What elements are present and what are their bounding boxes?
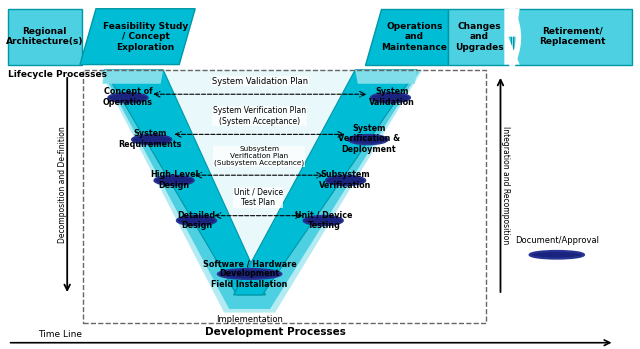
Polygon shape — [104, 70, 266, 295]
Text: System Verification Plan
(System Acceptance): System Verification Plan (System Accepta… — [213, 106, 306, 126]
Polygon shape — [99, 70, 275, 312]
Text: Subsystem
Verification Plan
(Subsystem Acceptance): Subsystem Verification Plan (Subsystem A… — [214, 146, 304, 166]
Text: Development Processes: Development Processes — [205, 327, 346, 337]
Ellipse shape — [348, 135, 388, 144]
Text: System
Verification &
Deployment: System Verification & Deployment — [337, 124, 400, 154]
Text: Unit / Device
Testing: Unit / Device Testing — [295, 211, 353, 230]
Polygon shape — [504, 9, 520, 65]
Text: Lifecycle Processes: Lifecycle Processes — [8, 70, 107, 79]
Text: Software / Hardware
Development
Field Installation: Software / Hardware Development Field In… — [203, 259, 296, 289]
Ellipse shape — [218, 269, 282, 279]
Text: Integration and Recomposition: Integration and Recomposition — [501, 126, 510, 244]
Polygon shape — [163, 70, 355, 293]
Text: Document/Approval: Document/Approval — [515, 236, 599, 245]
Polygon shape — [448, 9, 511, 65]
Ellipse shape — [371, 93, 410, 103]
Text: Retirement/
Replacement: Retirement/ Replacement — [540, 27, 606, 46]
Text: High-Level
Design: High-Level Design — [150, 170, 198, 190]
Text: Regional
Architecture(s): Regional Architecture(s) — [6, 27, 84, 46]
Text: System
Validation: System Validation — [369, 87, 415, 107]
Polygon shape — [102, 70, 163, 84]
Ellipse shape — [154, 176, 194, 185]
Ellipse shape — [326, 176, 365, 185]
Polygon shape — [365, 9, 448, 65]
Bar — [83, 70, 486, 323]
Polygon shape — [513, 9, 632, 65]
Polygon shape — [102, 72, 270, 309]
Text: Time Line: Time Line — [38, 329, 83, 339]
Text: System Validation Plan: System Validation Plan — [212, 76, 308, 86]
Ellipse shape — [177, 216, 216, 225]
Text: Implementation: Implementation — [216, 315, 283, 324]
Text: Unit / Device
Test Plan: Unit / Device Test Plan — [234, 187, 283, 207]
Polygon shape — [229, 72, 419, 309]
Text: Feasibility Study
/ Concept
Exploration: Feasibility Study / Concept Exploration — [103, 22, 188, 52]
Text: Detailed
Design: Detailed Design — [177, 211, 216, 230]
Polygon shape — [234, 70, 417, 295]
Text: Operations
and
Maintenance: Operations and Maintenance — [381, 22, 447, 52]
Ellipse shape — [303, 216, 343, 225]
Ellipse shape — [529, 251, 584, 259]
Polygon shape — [355, 70, 417, 84]
Text: Changes
and
Upgrades: Changes and Upgrades — [455, 22, 504, 52]
Text: System
Requirements: System Requirements — [118, 129, 182, 149]
Ellipse shape — [108, 93, 148, 103]
Polygon shape — [80, 9, 195, 65]
Text: Subsystem
Verification: Subsystem Verification — [319, 170, 372, 190]
Text: Decomposition and De-finition: Decomposition and De-finition — [58, 127, 67, 243]
Text: Concept of
Operations: Concept of Operations — [103, 87, 153, 107]
Polygon shape — [8, 9, 82, 65]
Ellipse shape — [132, 135, 172, 144]
Polygon shape — [224, 70, 422, 312]
